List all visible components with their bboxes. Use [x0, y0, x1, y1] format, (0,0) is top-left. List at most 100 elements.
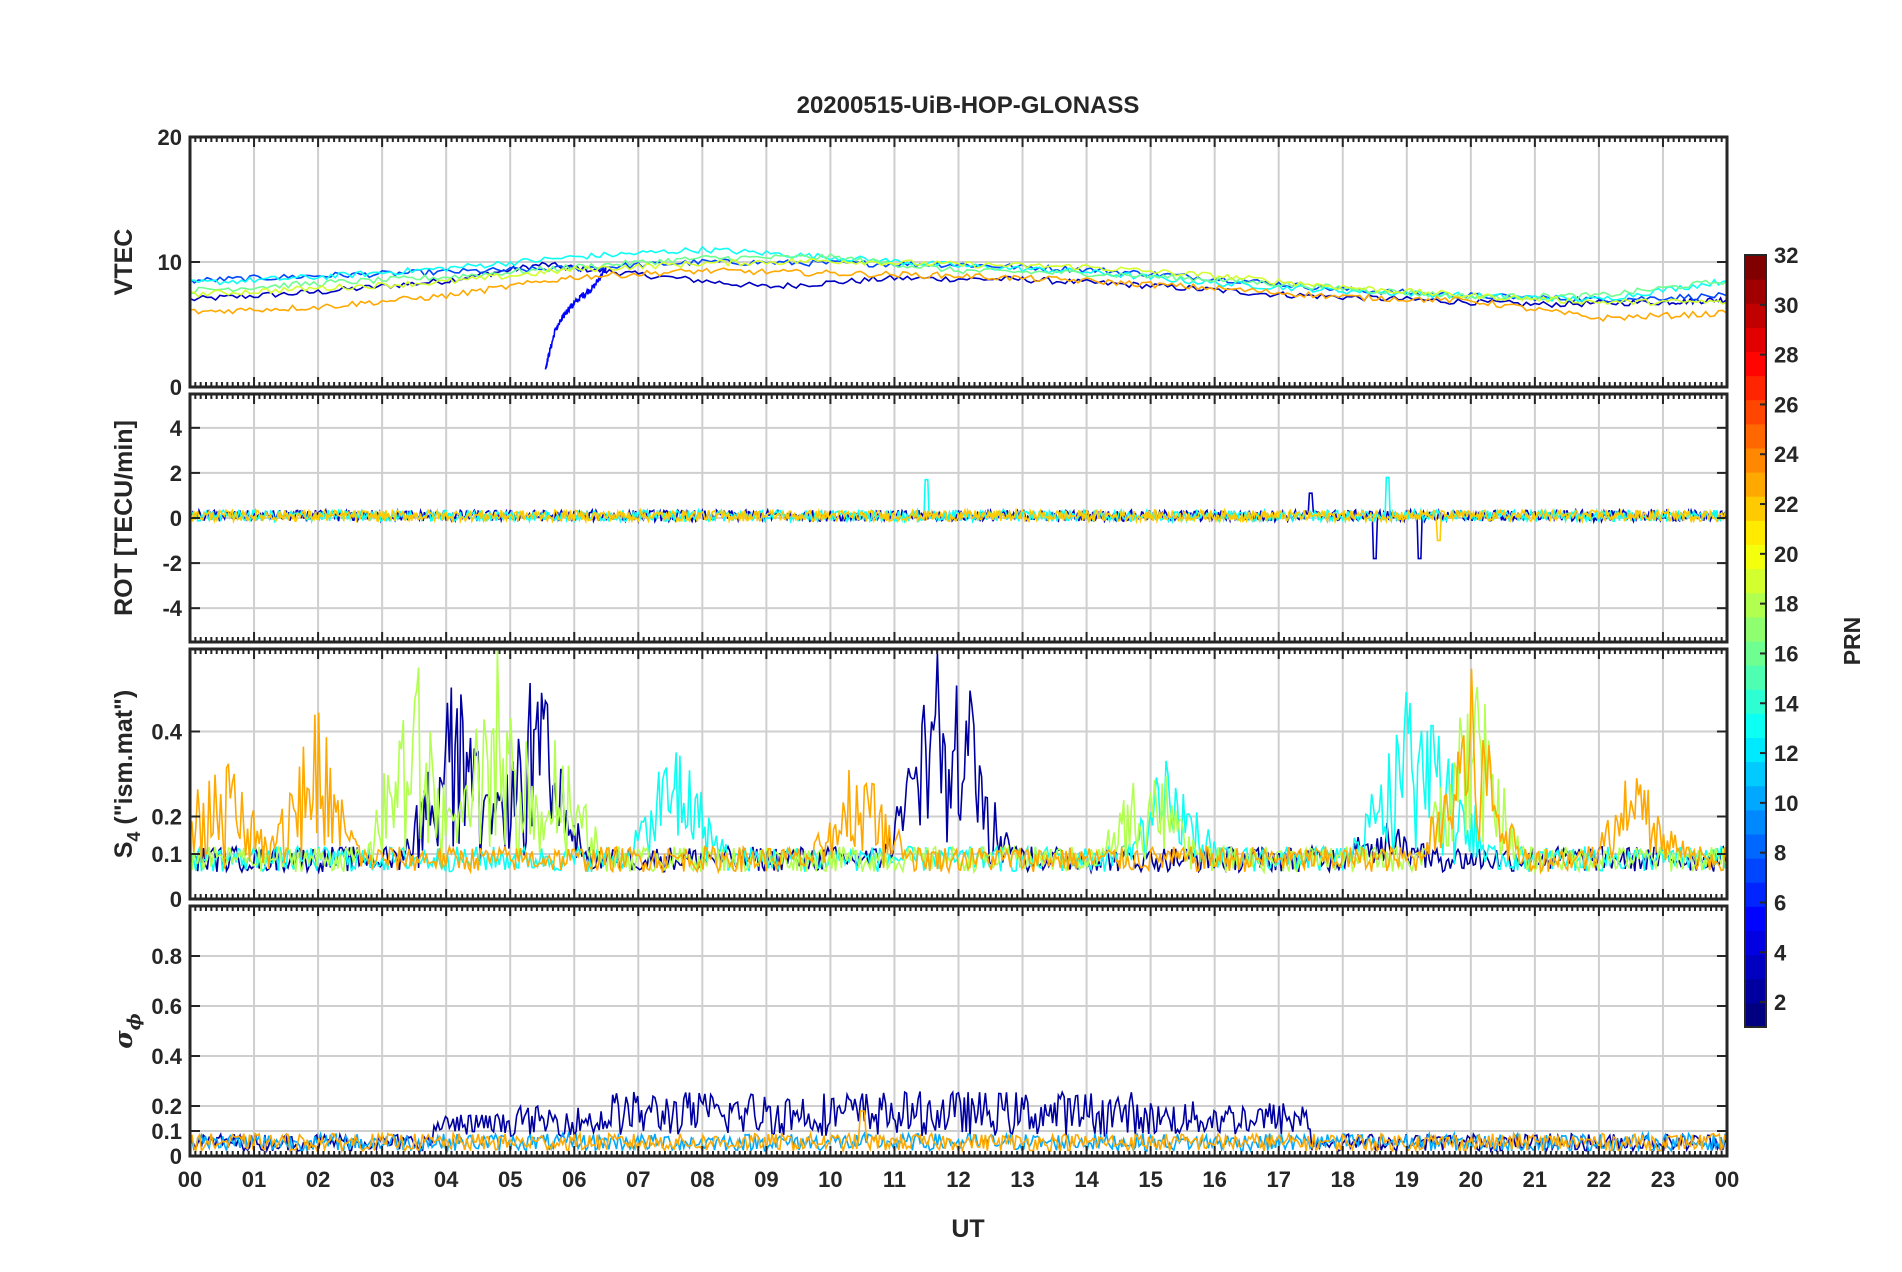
y-tick-label: 20: [158, 125, 182, 150]
y-tick-label: 0.1: [151, 1119, 182, 1144]
minor-ticks-sigma_phi: [189, 906, 1728, 1156]
y-tick-label: 0.8: [151, 944, 182, 969]
y-axis-label: S4 ("ism.mat"): [110, 690, 144, 859]
colorbar-swatch: [1745, 255, 1766, 280]
x-tick-label: 23: [1651, 1167, 1675, 1192]
colorbar-tick-label: 16: [1774, 641, 1798, 666]
y-tick-label: 2: [170, 461, 182, 486]
colorbar-swatch: [1745, 520, 1766, 545]
y-tick-label: -2: [162, 551, 182, 576]
colorbar-tick-label: 10: [1774, 791, 1798, 816]
x-tick-label: 02: [306, 1167, 330, 1192]
colorbar-swatch: [1745, 713, 1766, 738]
x-tick-label: 14: [1074, 1167, 1099, 1192]
colorbar-tick-label: 24: [1774, 442, 1799, 467]
x-axis-label: UT: [951, 1215, 984, 1243]
colorbar-tick-label: 4: [1774, 940, 1787, 965]
colorbar-tick-label: 20: [1774, 542, 1798, 567]
colorbar-swatch: [1745, 737, 1766, 763]
colorbar-tick-label: 6: [1774, 890, 1786, 915]
series-line-prn-2: [190, 653, 1726, 875]
series-line-prn-22: [190, 507, 1727, 542]
series-line-prn-2: [190, 1090, 1726, 1154]
y-axis-label: ROT [TECU/min]: [110, 420, 138, 616]
panel-vtec: 0 10 20 VTEC: [110, 125, 1729, 400]
series-line-prn-23: [190, 668, 1726, 875]
x-tick-label: 06: [562, 1167, 586, 1192]
colorbar-tick-label: 32: [1774, 243, 1798, 268]
colorbar-tick-label: 30: [1774, 293, 1798, 318]
x-tick-label: 07: [626, 1167, 650, 1192]
grid-vtec: [190, 137, 1727, 387]
x-tick-label: 03: [370, 1167, 394, 1192]
x-tick-label: 21: [1523, 1167, 1547, 1192]
colorbar-swatch: [1745, 592, 1766, 618]
colorbar-tick-label: 12: [1774, 741, 1798, 766]
x-tick-label: 18: [1331, 1167, 1355, 1192]
colorbar-swatch: [1745, 761, 1766, 787]
y-axis-label: VTEC: [110, 229, 138, 296]
colorbar-swatch: [1745, 641, 1766, 666]
colorbar-tick-label: 14: [1774, 691, 1799, 716]
y-axis-label: σϕ: [109, 1013, 145, 1048]
colorbar-swatch: [1745, 568, 1766, 594]
x-tick-label: 01: [242, 1167, 266, 1192]
y-tick-label: 0.6: [151, 994, 182, 1019]
series-s4: [190, 649, 1726, 875]
minor-ticks-rot: [189, 394, 1728, 642]
colorbar-swatch: [1745, 785, 1766, 811]
colorbar-swatch: [1745, 978, 1766, 1004]
x-tick-label: 22: [1587, 1167, 1611, 1192]
y-tick-label: 0.1: [151, 842, 182, 867]
colorbar-tick-label: 28: [1774, 343, 1798, 368]
y-tick-label: 10: [158, 250, 182, 275]
y-tick-label: 0: [170, 375, 182, 400]
x-tick-label: 11: [883, 1167, 906, 1192]
panel-sigma_phi: 00.10.2 0.4 0.6 0.8 σϕ: [109, 904, 1729, 1169]
x-tick-label: 09: [754, 1167, 778, 1192]
colorbar-swatch: [1745, 303, 1766, 328]
colorbar-swatch: [1745, 351, 1766, 377]
y-tick-label: 4: [170, 416, 183, 441]
minor-ticks-vtec: [189, 137, 1728, 387]
x-tick-label: 10: [818, 1167, 842, 1192]
colorbar-swatch: [1745, 472, 1766, 497]
x-tick-label: 05: [498, 1167, 522, 1192]
series-rot: [190, 476, 1727, 560]
colorbar-swatch: [1745, 689, 1766, 714]
series-line-prn-23: [190, 267, 1727, 323]
colorbar-swatch: [1745, 1002, 1766, 1028]
colorbar-swatch: [1745, 375, 1766, 401]
colorbar-swatch: [1745, 423, 1766, 449]
y-tick-label: 0.2: [151, 805, 182, 830]
colorbar-tick-label: 26: [1774, 392, 1798, 417]
colorbar-swatch: [1745, 954, 1766, 980]
colorbar-label: PRN: [1839, 617, 1865, 666]
colorbar-swatch: [1745, 834, 1766, 859]
x-tick-label: 13: [1010, 1167, 1034, 1192]
colorbar-swatch: [1745, 882, 1766, 907]
colorbar-swatch: [1745, 616, 1766, 642]
x-tick-label: 08: [690, 1167, 714, 1192]
x-tick-label: 04: [434, 1167, 459, 1192]
x-tick-label: 19: [1395, 1167, 1419, 1192]
panel-rot: -4 -2 0 2 4 ROT [TECU/min]: [110, 392, 1729, 644]
minor-ticks-s4: [189, 649, 1728, 899]
y-tick-label: -4: [162, 596, 182, 621]
colorbar-swatch: [1745, 809, 1766, 835]
y-tick-label: 0.4: [151, 720, 182, 745]
series-vtec: [190, 245, 1727, 370]
colorbar-swatch: [1745, 930, 1766, 956]
y-tick-label: 0.4: [151, 1044, 182, 1069]
y-tick-label: 0: [170, 1144, 182, 1169]
colorbar-tick-label: 22: [1774, 492, 1798, 517]
x-tick-label: 16: [1202, 1167, 1226, 1192]
panel-s4: 0 0.1 0.2 0.4 S4 ("ism.mat"): [110, 647, 1729, 912]
colorbar-tick-label: 8: [1774, 841, 1786, 866]
colorbar-swatch: [1745, 665, 1766, 690]
colorbar-swatch: [1745, 858, 1766, 883]
colorbar-swatch: [1745, 496, 1766, 521]
